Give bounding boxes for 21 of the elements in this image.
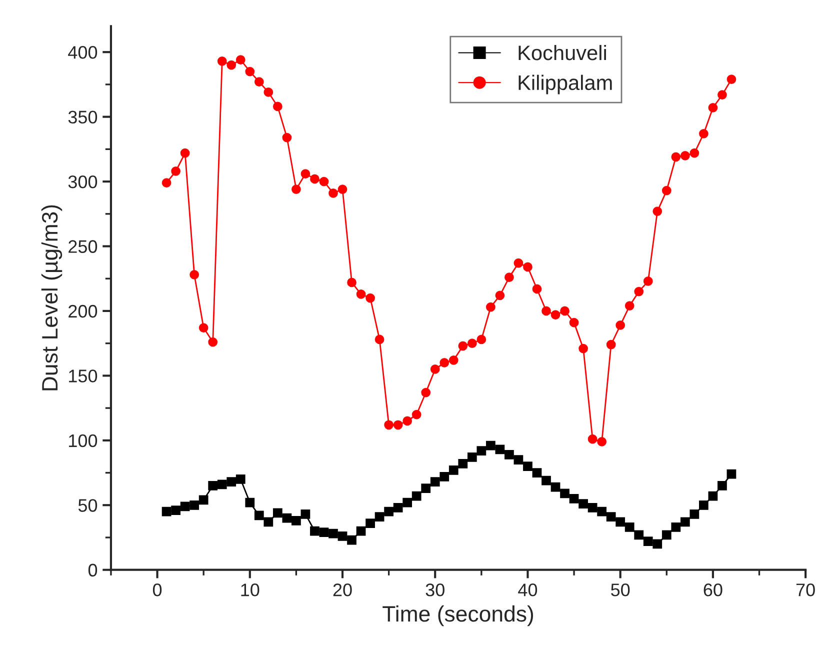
- y-tick-label: 200: [68, 304, 98, 318]
- y-tick-label: 100: [69, 434, 98, 448]
- x-axis-title: Time (seconds): [382, 605, 534, 626]
- x-tick-label: 60: [704, 584, 722, 596]
- y-axis-title: Dust Level (µg/m3): [41, 205, 62, 390]
- x-tick-label: 50: [611, 584, 630, 596]
- y-tick-label: 0: [88, 564, 98, 577]
- y-tick-label: 400: [68, 46, 98, 59]
- x-tick-label: 30: [426, 584, 444, 596]
- legend-label: Kilippalam: [518, 74, 612, 94]
- x-tick-label: 40: [518, 584, 538, 596]
- y-tick-label: 350: [68, 110, 98, 124]
- y-tick-label: 50: [78, 499, 98, 512]
- legend-label: Kochuveli: [518, 44, 606, 60]
- y-tick-label: 250: [68, 240, 98, 253]
- y-tick-label: 300: [68, 175, 98, 188]
- x-tick-label: 0: [152, 584, 162, 596]
- x-tick-label: 20: [333, 584, 352, 596]
- y-tick-label: 150: [69, 370, 98, 382]
- x-tick-label: 70: [796, 584, 815, 596]
- x-tick-label: 10: [241, 584, 260, 596]
